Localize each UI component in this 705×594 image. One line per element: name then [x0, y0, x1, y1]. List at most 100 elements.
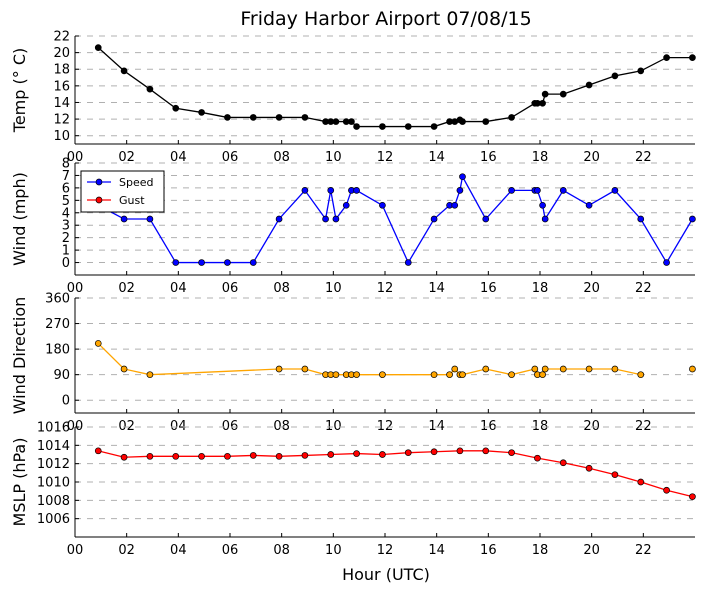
data-point — [275, 114, 283, 121]
y-tick-label: 7 — [62, 169, 70, 184]
x-tick-label: 04 — [170, 150, 187, 165]
data-point — [404, 449, 412, 457]
data-point — [482, 447, 490, 455]
series-3-0 — [94, 447, 696, 501]
y-tick-label: 10 — [53, 129, 70, 144]
series-line — [98, 450, 693, 498]
data-point — [637, 478, 645, 486]
data-point — [404, 123, 412, 130]
data-point — [611, 471, 619, 479]
data-point — [120, 365, 128, 373]
y-tick-label: 360 — [45, 292, 70, 307]
data-point — [172, 452, 180, 460]
data-point — [430, 123, 438, 130]
data-point — [541, 215, 549, 223]
data-point — [531, 365, 539, 373]
x-tick-label: 06 — [222, 543, 239, 558]
y-tick-label: 14 — [53, 96, 70, 111]
y-tick-label: 2 — [62, 231, 70, 246]
x-tick-label: 04 — [170, 543, 187, 558]
x-tick-label: 20 — [583, 281, 600, 296]
data-point — [198, 109, 205, 116]
data-point — [94, 447, 102, 455]
data-point — [456, 187, 464, 194]
y-tick-label: 1 — [62, 244, 70, 259]
y-tick-label: 180 — [45, 343, 70, 358]
y-tick-label: 5 — [62, 194, 70, 209]
data-point — [379, 201, 386, 209]
y-tick-label: 270 — [45, 317, 70, 332]
data-point — [689, 493, 696, 501]
data-point — [224, 259, 231, 266]
series-1-0 — [94, 173, 696, 266]
data-point — [146, 371, 154, 379]
data-point — [689, 365, 696, 373]
data-point — [663, 54, 670, 61]
x-tick-label: 12 — [377, 281, 394, 296]
x-tick-label: 18 — [532, 543, 549, 558]
data-point — [451, 365, 459, 373]
data-point — [353, 187, 360, 194]
x-tick-label: 06 — [222, 150, 239, 165]
data-point — [120, 215, 128, 223]
data-point — [332, 371, 340, 379]
data-point — [585, 201, 593, 209]
data-point — [689, 54, 696, 61]
x-tick-label: 06 — [222, 281, 239, 296]
data-point — [446, 371, 453, 379]
x-tick-label: 22 — [635, 150, 652, 165]
y-tick-label: 90 — [53, 368, 70, 383]
data-point — [275, 365, 283, 373]
data-point — [301, 187, 309, 194]
data-point — [456, 447, 464, 455]
x-tick-label: 22 — [635, 543, 652, 558]
legend-swatch-marker — [95, 178, 103, 186]
y-tick-label: 18 — [53, 63, 70, 78]
x-tick-label: 02 — [118, 543, 135, 558]
data-point — [353, 123, 360, 130]
data-point — [559, 365, 567, 373]
data-point — [198, 452, 205, 460]
x-tick-label: 00 — [67, 543, 84, 558]
x-tick-label: 14 — [428, 543, 445, 558]
x-tick-label: 08 — [273, 543, 290, 558]
data-point — [322, 215, 329, 223]
x-tick-label: 18 — [532, 150, 549, 165]
y-tick-label: 6 — [62, 181, 70, 196]
data-point — [541, 90, 549, 98]
data-point — [534, 187, 541, 194]
data-point — [275, 215, 283, 223]
data-point — [451, 201, 459, 209]
x-tick-label: 18 — [532, 281, 549, 296]
data-point — [249, 259, 257, 266]
data-point — [224, 114, 231, 121]
legend: Speed Gust — [80, 170, 165, 213]
y-axis-label: Wind (mph) — [10, 172, 29, 266]
y-tick-label: 1014 — [37, 439, 70, 454]
x-tick-label: 02 — [118, 150, 135, 165]
data-point — [379, 371, 386, 379]
legend-swatch-marker — [95, 196, 103, 204]
x-tick-label: 20 — [583, 150, 600, 165]
y-tick-label: 1012 — [37, 457, 70, 472]
data-point — [430, 215, 438, 223]
series-2-0 — [94, 340, 645, 379]
x-tick-label: 08 — [273, 150, 290, 165]
data-point — [430, 371, 438, 379]
data-point — [559, 187, 567, 194]
data-point — [539, 371, 546, 379]
y-tick-label: 16 — [53, 79, 70, 94]
y-tick-label: 0 — [62, 394, 70, 409]
data-point — [353, 371, 360, 379]
x-tick-label: 08 — [273, 281, 290, 296]
data-point — [198, 259, 205, 266]
data-point — [332, 215, 340, 223]
data-point — [94, 340, 102, 347]
y-tick-label: 8 — [62, 157, 70, 172]
data-point — [482, 215, 490, 223]
legend-box — [80, 170, 165, 213]
